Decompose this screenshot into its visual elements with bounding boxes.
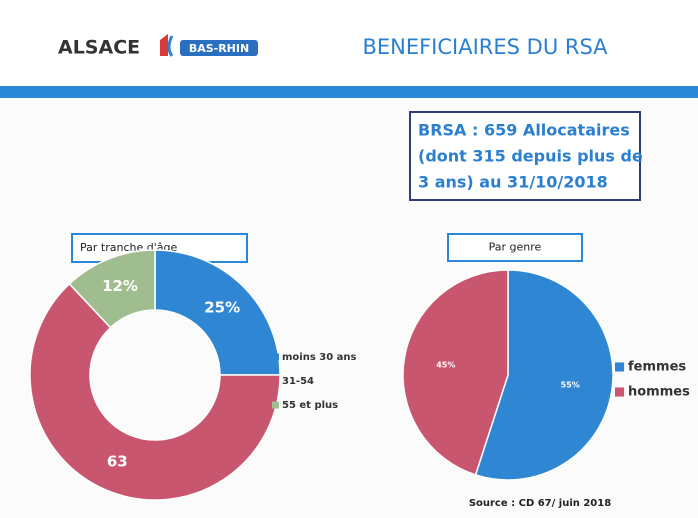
header-stripe [0,86,698,98]
slice [68,249,156,329]
legend-swatch [272,401,279,409]
legend-label: 31-54 [282,376,314,387]
slice [29,282,281,501]
header-title: BENEFICIAIRES DU RSA [362,35,608,59]
legend-label: femmes [628,360,686,375]
legend-label: moins 30 ans [282,352,357,363]
info-line: 3 ans) au 31/10/2018 [418,173,608,192]
slice [402,269,509,476]
logo-mark [160,34,168,56]
data-label: 63 [107,453,128,471]
logo-mark [167,35,174,57]
logo-box [180,40,258,56]
legend-label: hommes [628,385,690,400]
chart-title: Par genre [489,241,542,254]
data-label: 12% [102,277,138,295]
legend-swatch [272,377,279,385]
info-line: BRSA : 659 Allocataires [418,121,630,140]
chart-title-box [447,233,583,262]
legend-swatch [615,362,625,372]
legend-label: 55 et plus [282,400,338,411]
info-line: (dont 315 depuis plus de [418,147,643,166]
source: Source : CD 67/ juin 2018 [469,498,611,509]
logo-text: BAS-RHIN [189,42,249,55]
legend-swatch [272,353,279,361]
slice [474,269,614,481]
header-band [0,0,698,86]
data-label: 25% [204,298,240,316]
slice [154,249,281,376]
info-box [409,111,641,201]
data-label: 55% [561,380,580,389]
brand: ALSACE [58,37,140,59]
data-label: 45% [436,361,455,370]
legend-swatch [615,387,625,397]
